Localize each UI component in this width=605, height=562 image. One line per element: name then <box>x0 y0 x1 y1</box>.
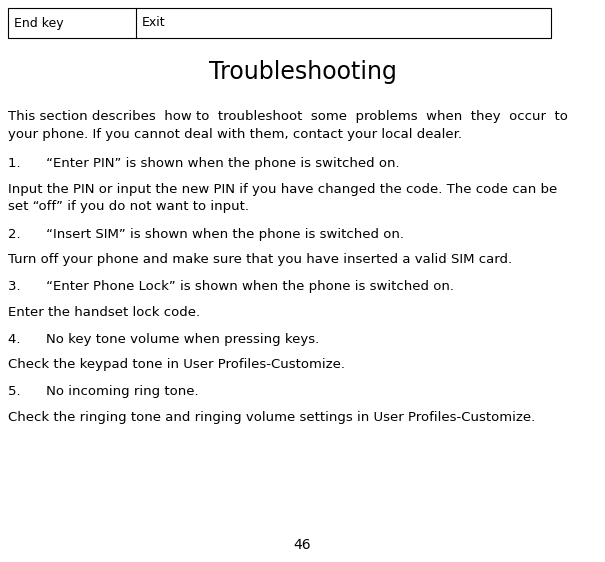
Text: 46: 46 <box>293 538 312 552</box>
Text: your phone. If you cannot deal with them, contact your local dealer.: your phone. If you cannot deal with them… <box>8 128 462 141</box>
Text: Turn off your phone and make sure that you have inserted a valid SIM card.: Turn off your phone and make sure that y… <box>8 253 512 266</box>
Text: Check the keypad tone in User Profiles-Customize.: Check the keypad tone in User Profiles-C… <box>8 358 345 371</box>
Text: Enter the handset lock code.: Enter the handset lock code. <box>8 306 200 319</box>
Text: 5.      No incoming ring tone.: 5. No incoming ring tone. <box>8 385 198 398</box>
Text: 3.      “Enter Phone Lock” is shown when the phone is switched on.: 3. “Enter Phone Lock” is shown when the … <box>8 280 454 293</box>
Text: 4.      No key tone volume when pressing keys.: 4. No key tone volume when pressing keys… <box>8 333 319 346</box>
Bar <box>8 8 551 38</box>
Text: 1.      “Enter PIN” is shown when the phone is switched on.: 1. “Enter PIN” is shown when the phone i… <box>8 157 400 170</box>
Text: Exit: Exit <box>142 16 166 29</box>
Text: Input the PIN or input the new PIN if you have changed the code. The code can be: Input the PIN or input the new PIN if yo… <box>8 183 557 196</box>
Text: End key: End key <box>14 16 64 29</box>
Text: This section describes  how to  troubleshoot  some  problems  when  they  occur : This section describes how to troublesho… <box>8 110 568 123</box>
Text: set “off” if you do not want to input.: set “off” if you do not want to input. <box>8 200 249 213</box>
Text: 2.      “Insert SIM” is shown when the phone is switched on.: 2. “Insert SIM” is shown when the phone … <box>8 228 404 241</box>
Text: Troubleshooting: Troubleshooting <box>209 60 396 84</box>
Text: Check the ringing tone and ringing volume settings in User Profiles-Customize.: Check the ringing tone and ringing volum… <box>8 411 535 424</box>
